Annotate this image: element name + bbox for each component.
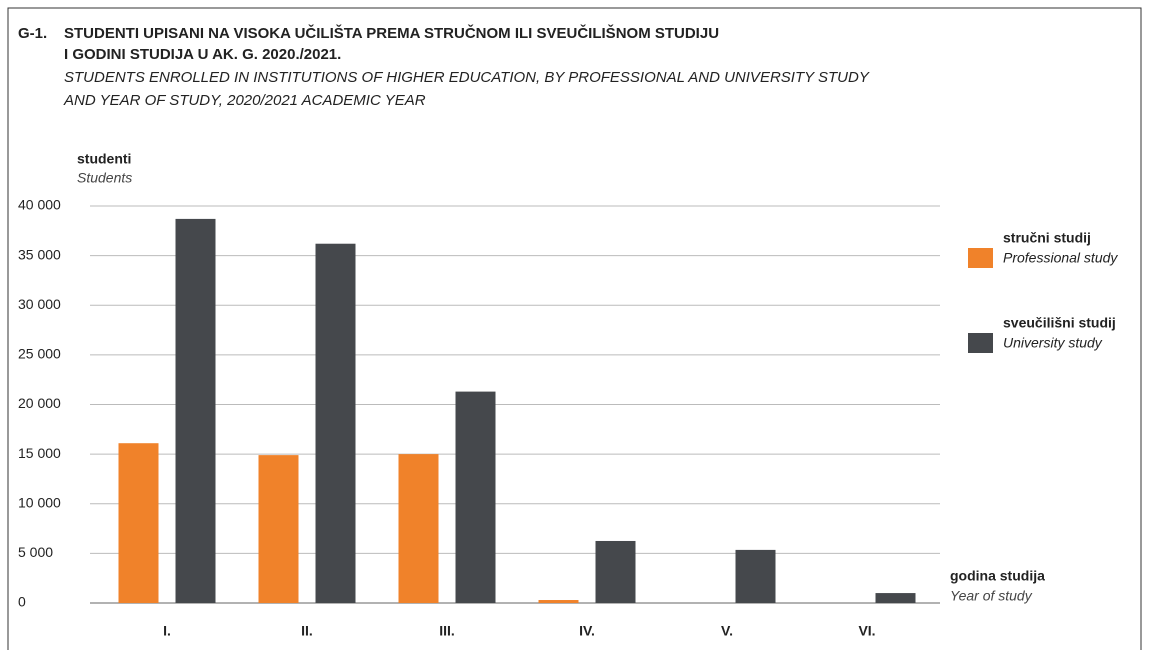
x-tick-label: I. (163, 623, 171, 639)
bar (315, 243, 356, 603)
y-tick-label: 35 000 (18, 246, 61, 262)
bar (258, 455, 299, 603)
y-tick-label: 25 000 (18, 346, 61, 362)
y-tick-label: 10 000 (18, 494, 61, 510)
chart-title: STUDENTI UPISANI NA VISOKA UČILIŠTA PREM… (64, 24, 719, 42)
legend-label: University study (1003, 335, 1103, 351)
bar (118, 443, 159, 603)
y-tick-label: 40 000 (18, 197, 61, 213)
legend-label: sveučilišni studij (1003, 315, 1116, 331)
x-axis-label: Year of study (950, 588, 1033, 604)
x-tick-label: VI. (858, 623, 875, 639)
y-tick-label: 0 (18, 594, 26, 610)
bar (538, 600, 579, 603)
y-tick-label: 5 000 (18, 544, 53, 560)
chart-subtitle: AND YEAR OF STUDY, 2020/2021 ACADEMIC YE… (63, 92, 426, 109)
bar (398, 454, 439, 603)
bar (175, 218, 216, 603)
chart-subtitle: STUDENTS ENROLLED IN INSTITUTIONS OF HIG… (64, 69, 870, 86)
legend-swatch (968, 248, 993, 268)
legend-swatch (968, 333, 993, 353)
x-tick-label: V. (721, 623, 733, 639)
frame (7, 7, 1142, 650)
x-tick-label: III. (439, 623, 455, 639)
bar (875, 593, 916, 603)
y-tick-label: 15 000 (18, 445, 61, 461)
y-axis-label: studenti (77, 151, 131, 167)
x-axis-label: godina studija (950, 568, 1045, 584)
legend-label: Professional study (1003, 250, 1118, 266)
bar (735, 549, 776, 603)
x-tick-label: IV. (579, 623, 595, 639)
chart-title: I GODINI STUDIJA U AK. G. 2020./2021. (64, 46, 341, 63)
y-tick-label: 30 000 (18, 296, 61, 312)
y-axis-label: Students (77, 170, 132, 186)
legend-label: stručni studij (1003, 230, 1091, 246)
bar (595, 540, 636, 603)
y-tick-label: 20 000 (18, 395, 61, 411)
x-tick-label: II. (301, 623, 313, 639)
bar (455, 391, 496, 603)
chart-label: G-1. (18, 25, 47, 42)
